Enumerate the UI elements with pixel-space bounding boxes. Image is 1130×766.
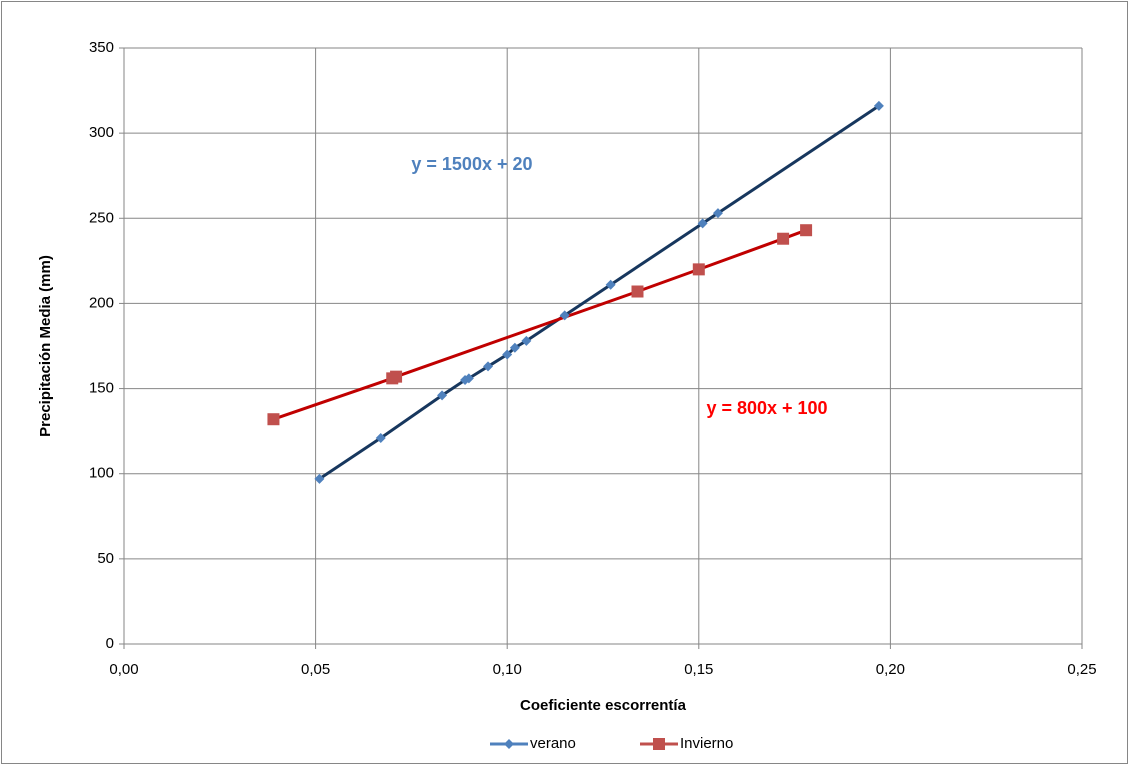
- data-point: [692, 263, 705, 276]
- x-tick-label: 0,05: [301, 661, 330, 678]
- x-tick-label: 0,00: [109, 661, 138, 678]
- y-tick-label: 50: [97, 550, 114, 567]
- data-point: [314, 473, 325, 484]
- x-tick-label: 0,10: [493, 661, 522, 678]
- data-point: [697, 218, 708, 229]
- y-tick-label: 300: [89, 124, 114, 141]
- legend-marker: [504, 739, 514, 749]
- data-point: [390, 370, 403, 383]
- x-tick-label: 0,25: [1067, 661, 1096, 678]
- data-point: [800, 224, 813, 237]
- data-point: [463, 373, 474, 384]
- data-point: [873, 100, 884, 111]
- data-point: [521, 335, 532, 346]
- data-point: [631, 285, 644, 298]
- data-point: [605, 279, 616, 290]
- legend-label: Invierno: [680, 735, 733, 752]
- y-tick-label: 200: [89, 294, 114, 311]
- y-tick-label: 150: [89, 380, 114, 397]
- y-tick-label: 0: [106, 635, 114, 652]
- legend-label: verano: [530, 735, 576, 752]
- data-point: [712, 208, 723, 219]
- data-point: [267, 413, 280, 426]
- y-axis-label: Precipitación Media (mm): [37, 255, 54, 437]
- trendline-equation: y = 1500x + 20: [411, 154, 532, 174]
- x-axis-label: Coeficiente escorrentía: [520, 697, 687, 714]
- y-tick-label: 350: [89, 39, 114, 56]
- data-point: [502, 349, 513, 360]
- legend-marker: [653, 738, 665, 750]
- data-point: [777, 232, 790, 245]
- x-tick-label: 0,15: [684, 661, 713, 678]
- data-point: [559, 310, 570, 321]
- trendline-equation: y = 800x + 100: [706, 398, 827, 418]
- x-tick-label: 0,20: [876, 661, 905, 678]
- data-point: [483, 361, 494, 372]
- series-line: [318, 104, 880, 481]
- data-point: [509, 342, 520, 353]
- data-point: [375, 432, 386, 443]
- y-tick-label: 250: [89, 209, 114, 226]
- data-point: [437, 390, 448, 401]
- y-tick-label: 100: [89, 465, 114, 482]
